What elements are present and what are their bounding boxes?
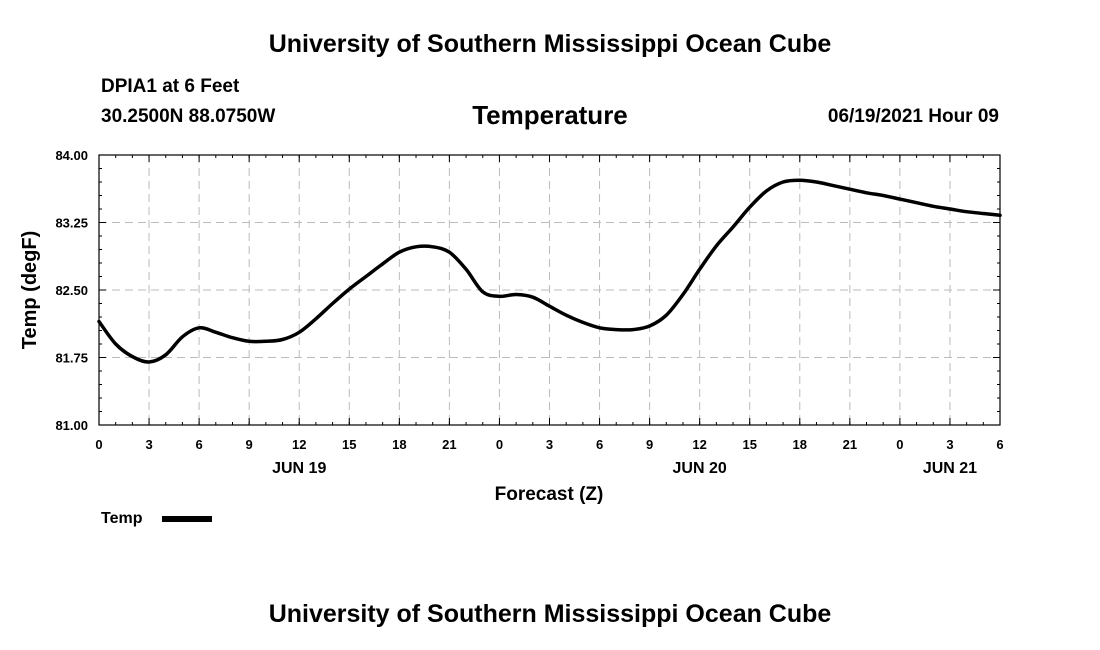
x-tick-label: 0: [896, 437, 903, 452]
y-tick-label: 81.75: [55, 351, 88, 366]
x-tick-label: 0: [95, 437, 102, 452]
x-tick-label: 21: [843, 437, 857, 452]
forecast-datetime: 06/19/2021 Hour 09: [827, 106, 999, 127]
y-tick-label: 81.00: [55, 418, 88, 433]
y-tick-label: 82.50: [55, 283, 88, 298]
y-axis-label: Temp (degF): [19, 231, 41, 350]
plot-frame: [98, 154, 1001, 426]
x-tick-label: 12: [292, 437, 306, 452]
x-axis-label: Forecast (Z): [495, 484, 604, 505]
main-title-top: University of Southern Mississippi Ocean…: [268, 30, 832, 58]
x-tick-label: 6: [596, 437, 603, 452]
x-tick-label: 18: [392, 437, 406, 452]
x-tick-label: 6: [195, 437, 202, 452]
chart-title: Temperature: [472, 100, 628, 130]
main-title-bottom: University of Southern Mississippi Ocean…: [268, 600, 832, 628]
axes: [98, 154, 1001, 426]
x-tick-label: 3: [546, 437, 553, 452]
y-tick-label: 83.25: [55, 216, 88, 231]
y-tick-label: 84.00: [55, 148, 88, 163]
station-name: DPIA1 at 6 Feet: [101, 76, 240, 97]
temp-series-line: [97, 178, 1002, 364]
tick-labels: 81.00 81.75 82.50 83.25 84.00 0 3 6 9 12 15 18 21 0 3 6…: [55, 148, 1003, 477]
x-tick-label: 9: [246, 437, 253, 452]
x-tick-label: 6: [996, 437, 1003, 452]
x-date-label: JUN 20: [673, 460, 727, 477]
x-tick-label: 0: [496, 437, 503, 452]
x-tick-label: 15: [342, 437, 356, 452]
station-coordinates: 30.2500N 88.0750W: [101, 106, 276, 127]
x-tick-label: 3: [145, 437, 152, 452]
legend-swatch: [162, 516, 212, 522]
series-layer: [97, 178, 1002, 364]
x-tick-label: 9: [646, 437, 653, 452]
grid-lines: [99, 155, 1000, 425]
x-tick-label: 18: [793, 437, 807, 452]
x-date-label: JUN 19: [272, 460, 326, 477]
x-tick-label: 3: [946, 437, 953, 452]
x-tick-label: 12: [692, 437, 706, 452]
x-date-label: JUN 21: [923, 460, 977, 477]
x-tick-label: 21: [442, 437, 456, 452]
x-tick-label: 15: [742, 437, 756, 452]
legend-label: Temp: [101, 510, 143, 527]
